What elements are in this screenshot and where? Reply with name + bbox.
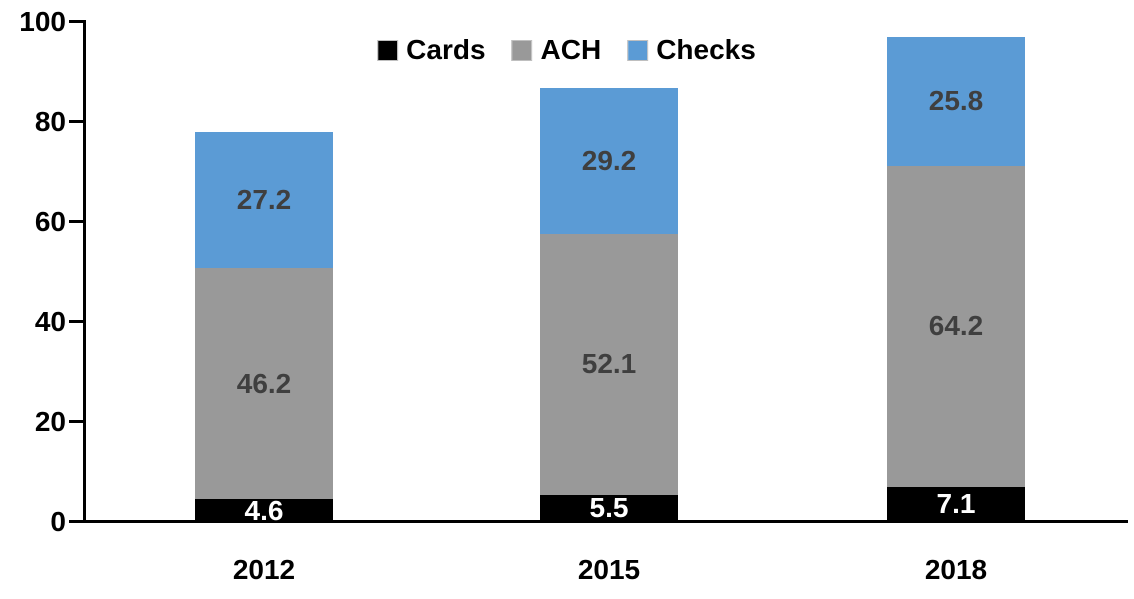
value-label-checks-2015: 29.2 (581, 145, 637, 176)
legend: Cards ACH Checks (377, 34, 756, 66)
y-tick-mark (69, 120, 83, 123)
y-tick-mark (69, 520, 83, 523)
bar-segment-checks-2012 (195, 132, 333, 268)
value-label-cards-2015: 5.5 (589, 492, 629, 523)
y-tick-label: 0 (50, 506, 66, 537)
value-label-cards-2018: 7.1 (936, 488, 976, 519)
value-label-checks-2018: 25.8 (928, 85, 984, 116)
x-category-label: 2012 (232, 554, 296, 585)
legend-swatch-checks-icon (627, 39, 649, 61)
bar-segment-ach-2018 (887, 166, 1025, 487)
bar-segment-cards-2012 (195, 499, 333, 522)
legend-label-checks: Checks (656, 34, 756, 65)
bar-segment-ach-2015 (540, 234, 678, 495)
legend-swatch-cards-icon (377, 39, 399, 61)
x-category-label: 2015 (577, 554, 641, 585)
y-tick-label: 20 (34, 406, 66, 437)
bar-segment-checks-2015 (540, 88, 678, 234)
legend-swatch-ach-icon (511, 39, 533, 61)
x-axis (83, 520, 1128, 523)
value-label-ach-2015: 52.1 (581, 348, 637, 379)
y-tick-label: 100 (19, 6, 66, 37)
y-tick-mark (69, 220, 83, 223)
bar-segment-ach-2012 (195, 268, 333, 499)
y-tick-mark (69, 20, 83, 23)
legend-item-ach: ACH (511, 34, 602, 66)
value-label-ach-2018: 64.2 (928, 310, 984, 341)
y-tick-mark (69, 420, 83, 423)
value-label-ach-2012: 46.2 (236, 368, 292, 399)
y-tick-label: 40 (34, 306, 66, 337)
y-tick-label: 60 (34, 206, 66, 237)
value-label-cards-2012: 4.6 (244, 495, 284, 526)
legend-item-checks: Checks (627, 34, 756, 66)
y-tick-label: 80 (34, 106, 66, 137)
bar-segment-checks-2018 (887, 37, 1025, 166)
legend-item-cards: Cards (377, 34, 486, 66)
y-tick-mark (69, 320, 83, 323)
bar-segment-cards-2018 (887, 487, 1025, 523)
value-label-checks-2012: 27.2 (236, 184, 292, 215)
legend-label-cards: Cards (406, 34, 486, 65)
bar-segment-cards-2015 (540, 495, 678, 523)
legend-label-ach: ACH (540, 34, 602, 65)
x-category-label: 2018 (924, 554, 988, 585)
y-axis (83, 20, 86, 523)
